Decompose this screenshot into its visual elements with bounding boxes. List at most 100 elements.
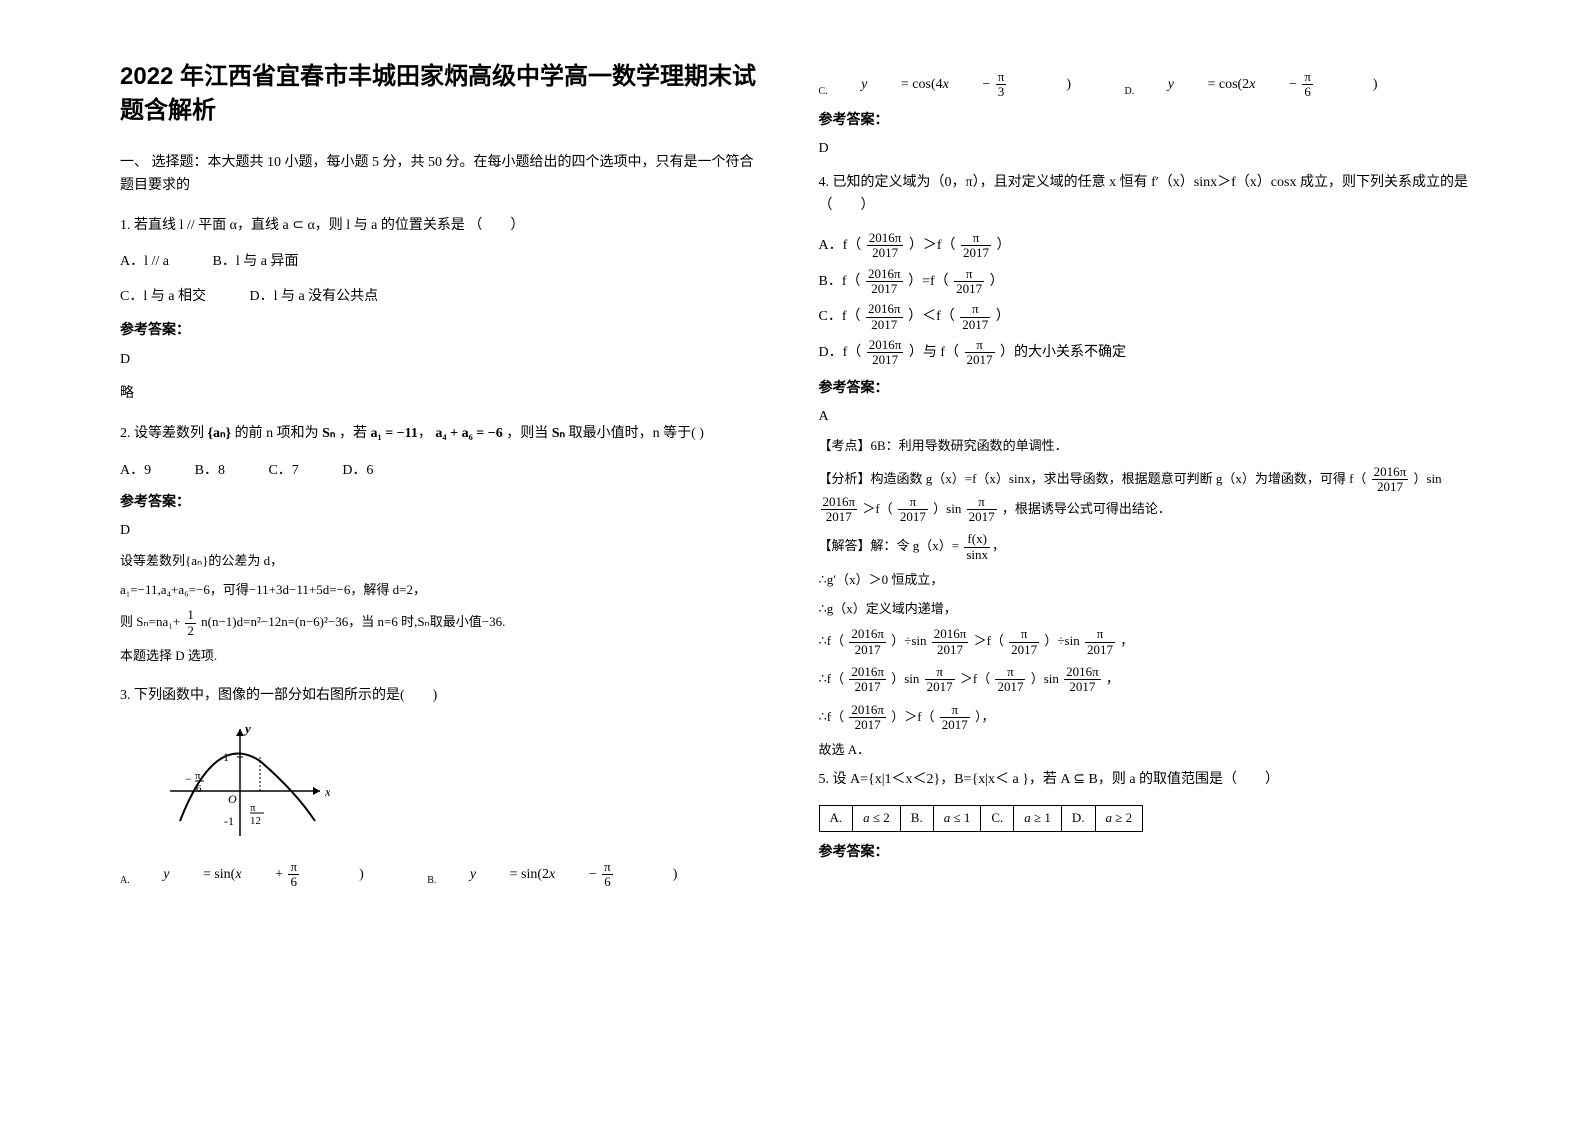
q4-sol3-pre: ∴f（ xyxy=(819,633,845,648)
q4-sol3: ∴f（ 2016π2017 ）÷sin 2016π2017 ＞f（ π2017 … xyxy=(819,627,1478,657)
q4-optd-post: ）的大小关系不确定 xyxy=(1000,345,1126,360)
q1-answer: D xyxy=(120,349,759,371)
q3-optb-pre: B. xyxy=(427,873,436,889)
q4-answer: A xyxy=(819,406,1478,428)
svg-text:1: 1 xyxy=(223,750,229,764)
q4-opt-a: A．f（ 2016π2017 ）＞f（ π2017 ） xyxy=(819,231,1478,261)
svg-text:6: 6 xyxy=(196,783,202,795)
q4-opta-post: ） xyxy=(997,238,1011,253)
q2-exp3-post: n(n−1)d=n²−12n=(n−6)²−36，当 n=6 时,Sₙ取最小值−… xyxy=(201,614,505,629)
q4-sol6: 故选 A． xyxy=(819,740,1478,761)
section-1-title: 一、 选择题：本大题共 10 小题，每小题 5 分，共 50 分。在每小题给出的… xyxy=(120,152,759,197)
q4-sol1: ∴g′（x）＞0 恒成立， xyxy=(819,570,1478,591)
q2-opt-c: C．7 xyxy=(268,460,298,482)
q4-opt-b: B．f（ 2016π2017 ）=f（ π2017 ） xyxy=(819,267,1478,297)
q4-optb-post: ） xyxy=(990,274,1004,289)
q4-sol3-post: ， xyxy=(1120,633,1133,648)
q4-sol3-mid3: ）÷sin xyxy=(1044,633,1079,648)
q4-sol5-post: ）， xyxy=(975,708,995,723)
q4-sol4-mid1: ）sin xyxy=(891,671,919,686)
q2-exp2: a₁=−11,a₄+a₆=−6，可得−11+3d−11+5d=−6，解得 d=2… xyxy=(120,580,759,601)
q5-answer-label: 参考答案： xyxy=(819,842,1478,864)
svg-text:12: 12 xyxy=(250,815,261,827)
q5-letter-d: D. xyxy=(1061,806,1095,832)
q3-optd-pre: D. xyxy=(1125,84,1135,100)
q4-sol3-mid2: ＞f（ xyxy=(974,633,1004,648)
q4-sol5-mid: ）＞f（ xyxy=(891,708,934,723)
q4-sol2: ∴g（x）定义域内递增， xyxy=(819,599,1478,620)
q2-opt-b: B．8 xyxy=(195,460,225,482)
q4-optd-mid: ）与 f（ xyxy=(909,345,959,360)
q4-sol4-pre: ∴f（ xyxy=(819,671,845,686)
q1-options-row1: A．l // a B．l 与 a 异面 xyxy=(120,251,759,273)
right-column: C. y = cos(4x − π3) D. y = cos(2x − π6) … xyxy=(799,60,1498,1092)
svg-text:π: π xyxy=(250,802,256,814)
q4-sol-label: 【解答】解：令 g（x）= xyxy=(819,538,960,553)
q2-opt-a: A．9 xyxy=(120,460,151,482)
svg-text:x: x xyxy=(324,784,330,799)
q4-opt-c: C．f（ 2016π2017 ）＜f（ π2017 ） xyxy=(819,302,1478,332)
q4-ana-mid3: ）sin xyxy=(933,500,961,515)
q4-sol4: ∴f（ 2016π2017 ）sin π2017 ＞f（ π2017 ）sin … xyxy=(819,665,1478,695)
svg-text:-1: -1 xyxy=(224,814,234,828)
q1-opt-c: C．l 与 a 相交 xyxy=(120,286,206,308)
q3-stem: 3. 下列函数中，图像的一部分如右图所示的是( ) xyxy=(120,685,759,707)
q5-opt-b: a ≤ 1 xyxy=(933,806,981,832)
q4-opta-mid: ）＞f（ xyxy=(909,238,956,253)
q4-answer-label: 参考答案： xyxy=(819,378,1478,400)
q3-opta-pre: A. xyxy=(120,873,130,889)
q2-answer-label: 参考答案： xyxy=(120,492,759,514)
q4-analysis: 【分析】构造函数 g（x）=f（x）sinx，求出导函数，根据题意可判断 g（x… xyxy=(819,465,1478,524)
q3-optc-pre: C. xyxy=(819,84,828,100)
svg-text:O: O xyxy=(228,792,237,806)
q3-options-cd: C. y = cos(4x − π3) D. y = cos(2x − π6) xyxy=(819,70,1478,100)
q1-note: 略 xyxy=(120,383,759,405)
exam-title: 2022 年江西省宜春市丰城田家炳高级中学高一数学理期末试题含解析 xyxy=(120,60,759,127)
q4-stem: 4. 已知的定义域为（0，π），且对定义域的任意 x 恒有 f′（x）sinx＞… xyxy=(819,172,1478,217)
q2-stem-mid1: 的前 n 项和为 xyxy=(235,426,319,441)
q2-stem: 2. 设等差数列 {aₙ} 的前 n 项和为 Sₙ ，若 a₁ = −11， a… xyxy=(120,423,759,445)
q5-opt-d: a ≥ 2 xyxy=(1095,806,1143,832)
q2-answer: D xyxy=(120,520,759,542)
q5-opt-c: a ≥ 1 xyxy=(1014,806,1062,832)
q3-answer: D xyxy=(819,138,1478,160)
frac-2017: 2017 xyxy=(867,246,904,260)
q3-answer-label: 参考答案： xyxy=(819,110,1478,132)
q4-ana-pre: 【分析】构造函数 g（x）=f（x）sinx，求出导函数，根据题意可判断 g（x… xyxy=(819,471,1367,486)
q4-optb-mid: ）=f（ xyxy=(908,274,949,289)
frac-2017b: 2017 xyxy=(961,246,991,260)
q2-stem-mid2: ，若 xyxy=(339,426,367,441)
q4-sol3-mid1: ）÷sin xyxy=(891,633,926,648)
sol-frac-num: f(x) xyxy=(964,532,990,547)
q2-cond1: a₁ = −11 xyxy=(371,426,418,441)
q4-sol4-mid2: ＞f（ xyxy=(960,671,990,686)
q3-options-ab: A. y = sin(x + π6) B. y = sin(2x − π6) xyxy=(120,860,759,890)
q2-cond2: a₄ + a₆ = −6 xyxy=(435,426,502,441)
q5-options-table: A. a ≤ 2 B. a ≤ 1 C. a ≥ 1 D. a ≥ 2 xyxy=(819,805,1144,832)
q4-sol4-mid3: ）sin xyxy=(1031,671,1059,686)
q4-optc-mid: ）＜f（ xyxy=(908,309,955,324)
q4-sol5: ∴f（ 2016π2017 ）＞f（ π2017 ）， xyxy=(819,703,1478,733)
q4-optc-post: ） xyxy=(996,309,1010,324)
sol-frac-den: sinx xyxy=(964,548,990,562)
q5-letter-a: A. xyxy=(819,806,853,832)
q2-exp3-pre: 则 Sₙ=na₁+ xyxy=(120,614,180,629)
q1-options-row2: C．l 与 a 相交 D．l 与 a 没有公共点 xyxy=(120,286,759,308)
frac-2016pi: 2016π xyxy=(867,231,904,246)
q1-opt-d: D．l 与 a 没有公共点 xyxy=(249,286,378,308)
q4-kp: 【考点】6B：利用导数研究函数的单调性． xyxy=(819,436,1478,457)
q2-stem-end: 取最小值时，n 等于( ) xyxy=(569,426,704,441)
q5-stem: 5. 设 A={x|1＜x＜2}，B={x|x＜ a }，若 A ⊆ B，则 a… xyxy=(819,769,1478,791)
q1-answer-label: 参考答案： xyxy=(120,320,759,342)
frac-pi: π xyxy=(961,231,991,246)
q2-options: A．9 B．8 C．7 D．6 xyxy=(120,460,759,482)
q4-optc-pre: C．f（ xyxy=(819,309,861,324)
q4-sol4-post: ， xyxy=(1106,671,1119,686)
q5-opt-a: a ≤ 2 xyxy=(853,806,901,832)
q5-letter-b: B. xyxy=(900,806,933,832)
q4-sol-start: 【解答】解：令 g（x）= f(x)sinx， xyxy=(819,532,1478,562)
svg-text:−: − xyxy=(185,772,192,786)
q1-opt-b: B．l 与 a 异面 xyxy=(213,251,299,273)
q4-ana-mid1: ）sin xyxy=(1414,471,1442,486)
svg-text:y: y xyxy=(243,721,251,736)
